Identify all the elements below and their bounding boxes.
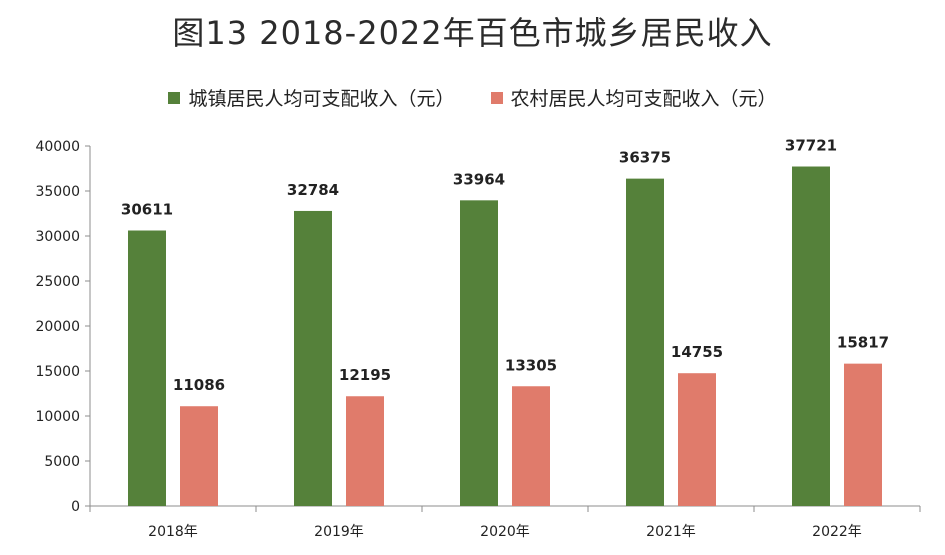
y-tick-label: 5000 (44, 454, 80, 470)
data-label-urban: 33964 (453, 170, 505, 188)
data-label-urban: 32784 (287, 181, 339, 199)
y-tick-label: 20000 (35, 319, 80, 335)
legend: 城镇居民人均可支配收入（元） 农村居民人均可支配收入（元） (0, 84, 945, 111)
y-tick-label: 15000 (35, 364, 80, 380)
bar-urban (128, 230, 166, 506)
bar-urban (294, 210, 332, 506)
data-label-rural: 11086 (173, 376, 225, 394)
data-label-rural: 13305 (505, 356, 557, 374)
bar-urban (460, 200, 498, 506)
bar-rural (180, 406, 218, 506)
x-tick-label: 2020年 (480, 524, 530, 540)
y-tick-label: 0 (71, 499, 80, 515)
y-tick-label: 30000 (35, 229, 80, 245)
data-label-rural: 12195 (339, 366, 391, 384)
data-label-urban: 36375 (619, 149, 671, 167)
y-tick-label: 10000 (35, 409, 80, 425)
legend-swatch-rural (490, 91, 503, 104)
legend-item-urban: 城镇居民人均可支配收入（元） (168, 84, 455, 111)
legend-label-urban: 城镇居民人均可支配收入（元） (188, 88, 455, 110)
chart-title: 图13 2018-2022年百色市城乡居民收入 (172, 14, 773, 52)
data-label-urban: 37721 (785, 137, 837, 155)
legend-label-rural: 农村居民人均可支配收入（元） (510, 88, 777, 110)
bar-rural (844, 363, 882, 506)
data-label-rural: 14755 (671, 343, 723, 361)
y-tick-label: 25000 (35, 274, 80, 290)
bar-rural (678, 373, 716, 506)
y-tick-label: 35000 (35, 184, 80, 200)
legend-item-rural: 农村居民人均可支配收入（元） (490, 84, 777, 111)
bar-rural (512, 386, 550, 506)
data-label-rural: 15817 (837, 334, 889, 352)
bar-urban (792, 166, 830, 507)
x-tick-label: 2019年 (314, 524, 364, 540)
legend-swatch-urban (168, 91, 181, 104)
data-label-urban: 30611 (121, 201, 173, 219)
y-tick-label: 40000 (35, 139, 80, 155)
x-tick-label: 2021年 (646, 524, 696, 540)
bar-rural (346, 396, 384, 506)
bar-urban (626, 178, 664, 506)
x-tick-label: 2022年 (812, 524, 862, 540)
x-tick-label: 2018年 (148, 524, 198, 540)
